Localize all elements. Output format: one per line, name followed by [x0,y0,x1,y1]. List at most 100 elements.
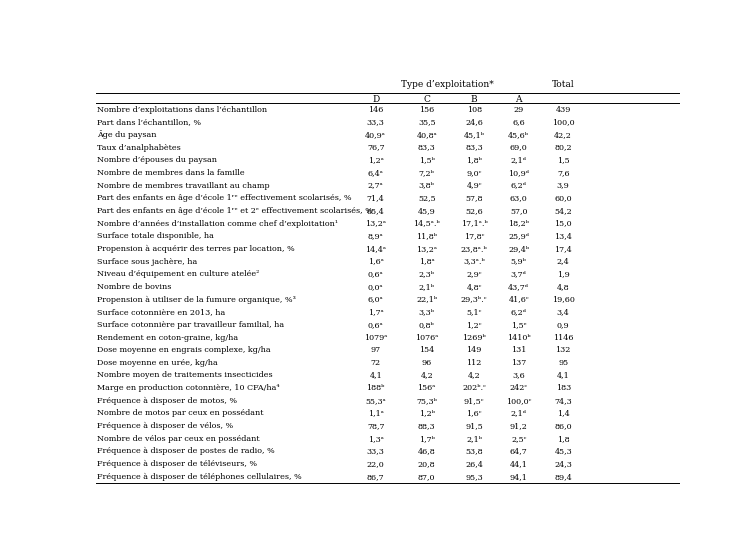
Text: 33,3: 33,3 [367,118,385,126]
Text: 45,3: 45,3 [554,447,572,455]
Text: 137: 137 [511,359,526,367]
Text: 17,4: 17,4 [554,245,572,253]
Text: 35,5: 35,5 [418,118,435,126]
Text: 4,9ᶜ: 4,9ᶜ [466,181,482,190]
Text: Rendement en coton-graine, kg/ha: Rendement en coton-graine, kg/ha [98,334,239,341]
Text: 0,6ᵃ: 0,6ᵃ [368,270,383,278]
Text: 156ᵃ: 156ᵃ [417,384,436,392]
Text: 22,1ᵇ: 22,1ᵇ [416,295,437,304]
Text: 2,7ᵃ: 2,7ᵃ [368,181,383,190]
Text: 4,2: 4,2 [468,372,481,379]
Text: Surface cotonnière en 2013, ha: Surface cotonnière en 2013, ha [98,308,226,316]
Text: 52,5: 52,5 [418,194,435,202]
Text: 40,9ᵃ: 40,9ᵃ [365,131,386,139]
Text: D: D [372,95,380,104]
Text: Dose moyenne en engrais complexe, kg/ha: Dose moyenne en engrais complexe, kg/ha [98,346,271,354]
Text: 13,2ᵃ: 13,2ᵃ [365,220,386,227]
Text: 29,4ᵇ: 29,4ᵇ [508,245,529,253]
Text: Dose moyenne en urée, kg/ha: Dose moyenne en urée, kg/ha [98,359,218,367]
Text: 0,0ᵃ: 0,0ᵃ [368,283,383,291]
Text: 44,1: 44,1 [510,460,528,468]
Text: 91,5ᶜ: 91,5ᶜ [464,397,485,405]
Text: 45,9: 45,9 [418,207,435,215]
Text: 4,8: 4,8 [557,283,569,291]
Text: 3,7ᵈ: 3,7ᵈ [511,270,527,278]
Text: 60,0: 60,0 [554,194,572,202]
Text: 78,7: 78,7 [367,422,385,430]
Text: 100,0: 100,0 [552,118,575,126]
Text: Surface cotonnière par travailleur familial, ha: Surface cotonnière par travailleur famil… [98,321,284,329]
Text: 14,5ᵃ․ᵇ: 14,5ᵃ․ᵇ [414,220,440,227]
Text: 91,5: 91,5 [465,422,483,430]
Text: 1,9: 1,9 [557,270,569,278]
Text: 13,2ᵃ: 13,2ᵃ [417,245,437,253]
Text: 19,60: 19,60 [552,295,575,304]
Text: Nombre de motos par ceux en possédant: Nombre de motos par ceux en possédant [98,409,264,418]
Text: 1410ᵇ: 1410ᵇ [507,334,531,341]
Text: Nombre de bovins: Nombre de bovins [98,283,172,291]
Text: 94,1: 94,1 [510,473,528,481]
Text: 76,7: 76,7 [367,144,385,152]
Text: 17,1ᵃ․ᵇ: 17,1ᵃ․ᵇ [461,220,488,227]
Text: 1,6ᵃ: 1,6ᵃ [368,258,383,266]
Text: 1,5ᵇ: 1,5ᵇ [419,156,435,164]
Text: 6,6: 6,6 [513,118,525,126]
Text: 46,8: 46,8 [418,447,435,455]
Text: 63,0: 63,0 [510,194,528,202]
Text: 1,8: 1,8 [557,435,569,443]
Text: 4,1: 4,1 [370,372,382,379]
Text: Fréquence à disposer de postes de radio, %: Fréquence à disposer de postes de radio,… [98,447,275,455]
Text: 96: 96 [422,359,432,367]
Text: 22,0: 22,0 [367,460,385,468]
Text: 1,4: 1,4 [557,409,569,418]
Text: Nombre de vélos par ceux en possédant: Nombre de vélos par ceux en possédant [98,435,260,443]
Text: B: B [471,95,478,104]
Text: 439: 439 [556,106,571,113]
Text: 53,8: 53,8 [466,447,483,455]
Text: 132: 132 [556,346,571,354]
Text: 156: 156 [419,106,435,113]
Text: 10,9ᵈ: 10,9ᵈ [508,169,529,177]
Text: C: C [423,95,430,104]
Text: 3,3ᵇ: 3,3ᵇ [419,308,435,316]
Text: 7,2ᵇ: 7,2ᵇ [419,169,435,177]
Text: 3,4: 3,4 [557,308,569,316]
Text: 1,7ᵇ: 1,7ᵇ [419,435,435,443]
Text: 1,7ᵃ: 1,7ᵃ [368,308,383,316]
Text: 41,6ᶜ: 41,6ᶜ [508,295,529,304]
Text: 45,6ᵇ: 45,6ᵇ [508,131,529,139]
Text: 2,1ᵈ: 2,1ᵈ [511,409,527,418]
Text: 83,3: 83,3 [465,144,483,152]
Text: 88,3: 88,3 [418,422,435,430]
Text: Nombre d’épouses du paysan: Nombre d’épouses du paysan [98,156,218,164]
Text: 72: 72 [370,359,381,367]
Text: 80,2: 80,2 [554,144,572,152]
Text: 26,4: 26,4 [465,460,483,468]
Text: 74,3: 74,3 [554,397,572,405]
Text: 4,2: 4,2 [420,372,433,379]
Text: 14,4ᵃ: 14,4ᵃ [365,245,386,253]
Text: Fréquence à disposer de motos, %: Fréquence à disposer de motos, % [98,397,237,405]
Text: 202ᵇ․ᶜ: 202ᵇ․ᶜ [462,384,486,392]
Text: 1076ᵃ: 1076ᵃ [415,334,438,341]
Text: Total: Total [552,79,575,89]
Text: 86,0: 86,0 [554,422,572,430]
Text: 2,9ᶜ: 2,9ᶜ [466,270,482,278]
Text: 95,3: 95,3 [465,473,483,481]
Text: 25,9ᵈ: 25,9ᵈ [508,232,529,240]
Text: 91,2: 91,2 [510,422,528,430]
Text: Fréquence à disposer de téléphones cellulaires, %: Fréquence à disposer de téléphones cellu… [98,473,302,481]
Text: 89,4: 89,4 [554,473,572,481]
Text: Part des enfants en âge d’école 1ʳᵉ effectivement scolarisés, %: Part des enfants en âge d’école 1ʳᵉ effe… [98,194,352,202]
Text: 1,6ᶜ: 1,6ᶜ [466,409,482,418]
Text: 71,4: 71,4 [367,194,385,202]
Text: 17,8ᶜ: 17,8ᶜ [464,232,485,240]
Text: 1,8ᵃ: 1,8ᵃ [419,258,435,266]
Text: 1269ᵇ: 1269ᵇ [462,334,486,341]
Text: 9,0ᶜ: 9,0ᶜ [466,169,482,177]
Text: Type d’exploitation*: Type d’exploitation* [401,79,494,89]
Text: Propension à utiliser de la fumure organique, %³: Propension à utiliser de la fumure organ… [98,295,296,304]
Text: 29: 29 [513,106,524,113]
Text: 97: 97 [370,346,381,354]
Text: 183: 183 [556,384,571,392]
